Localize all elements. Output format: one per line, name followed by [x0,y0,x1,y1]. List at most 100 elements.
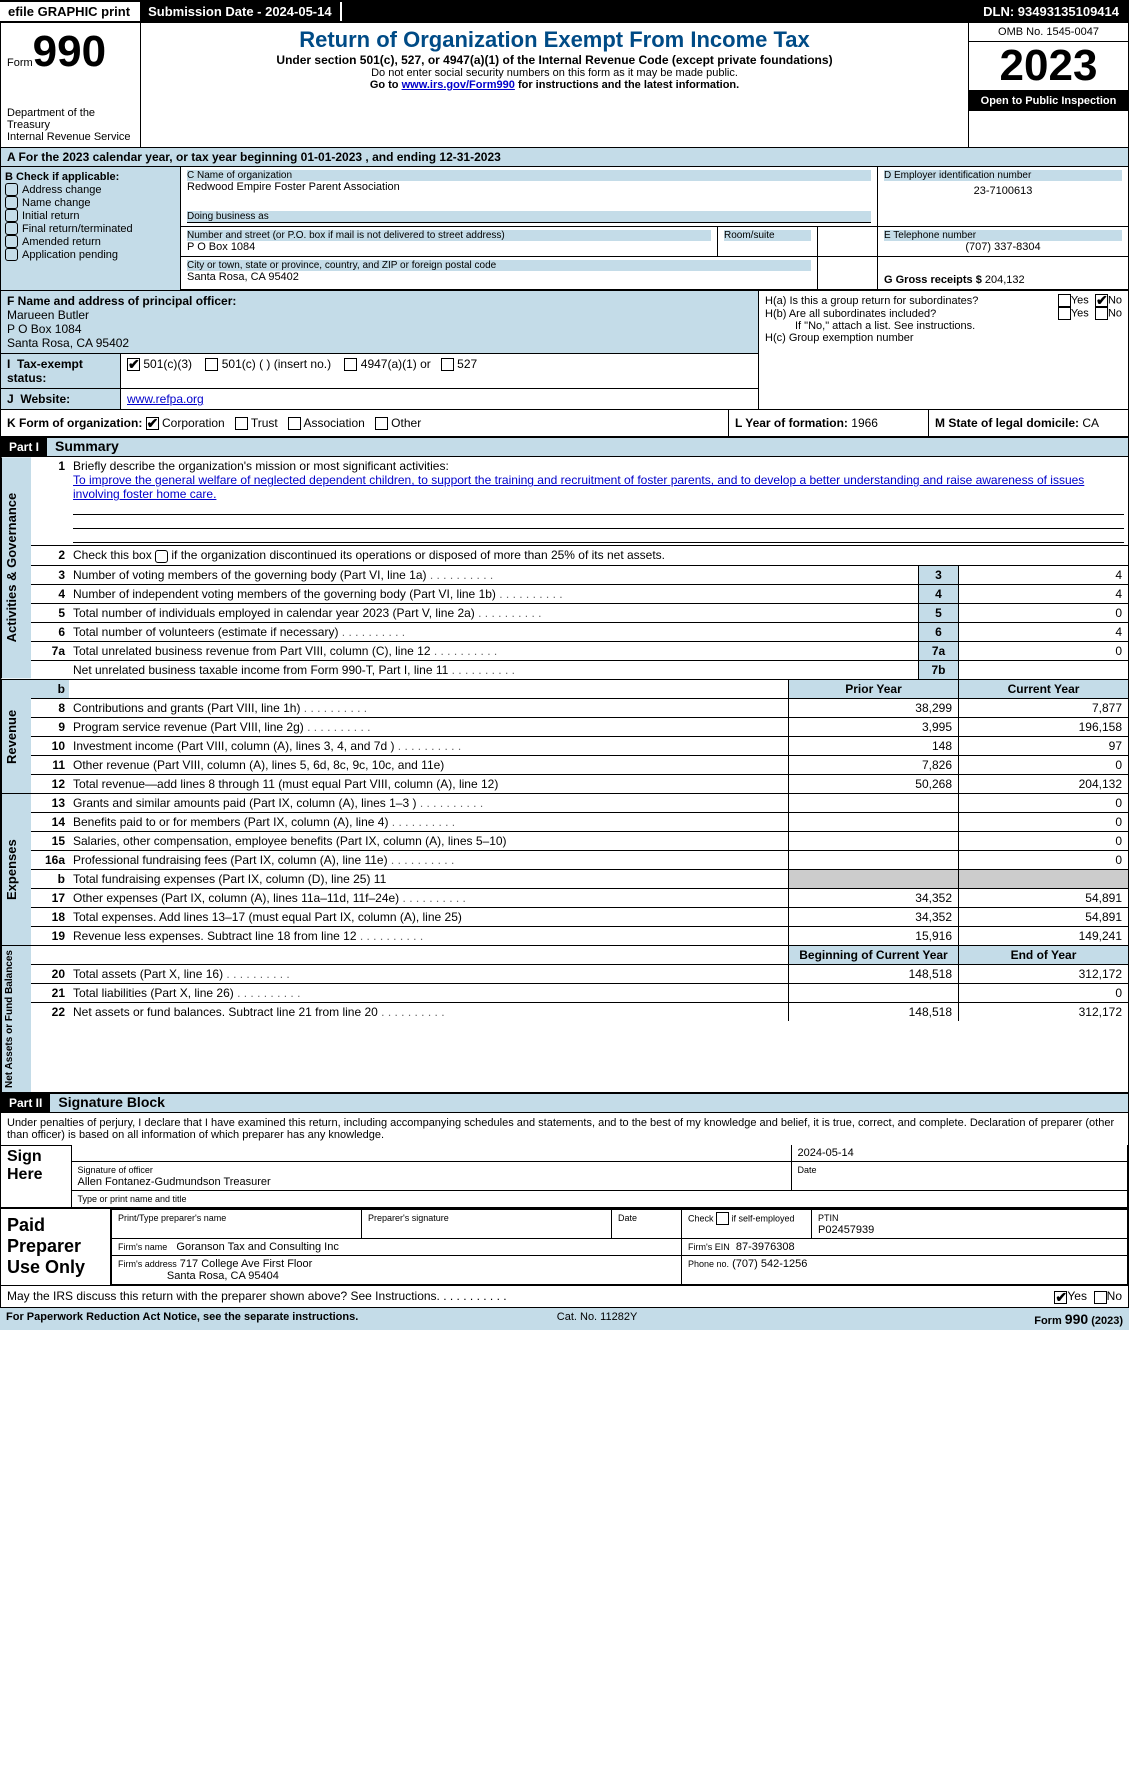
line8-label: Contributions and grants (Part VIII, lin… [73,701,300,715]
p9: 3,995 [788,718,958,736]
p12: 50,268 [788,775,958,793]
prep-name-label: Print/Type preparer's name [118,1213,226,1223]
check-4947[interactable] [344,358,357,371]
year-begin: 01-01-2023 [301,150,362,164]
check-discuss-no[interactable] [1094,1291,1107,1304]
check-final[interactable] [5,222,18,235]
b20: 148,518 [788,965,958,983]
sign-here-table: Sign Here 2024-05-14 Signature of office… [1,1145,1128,1209]
check-pending[interactable] [5,248,18,261]
open-inspection: Open to Public Inspection [969,91,1128,111]
k-label: K Form of organization: [7,416,142,430]
line1-label: Briefly describe the organization's miss… [73,459,449,473]
state-domicile: CA [1082,416,1099,430]
side-governance: Activities & Governance [1,457,31,678]
check-hb-no[interactable] [1095,307,1108,320]
val-7a: 0 [958,642,1128,660]
m-label: M State of legal domicile: [935,416,1079,430]
phone: (707) 337-8304 [884,241,1122,253]
city: Santa Rosa, CA 95402 [187,271,811,283]
check-ha-yes[interactable] [1058,294,1071,307]
side-netassets: Net Assets or Fund Balances [1,946,31,1092]
check-selfemp[interactable] [716,1212,729,1225]
ptin-label: PTIN [818,1213,839,1223]
val-3: 4 [958,566,1128,584]
block-bcde: B Check if applicable: Address change Na… [1,167,1128,290]
firm-phone: (707) 542-1256 [732,1258,807,1270]
ein: 23-7100613 [884,181,1122,197]
firm-addr-label: Firm's address [118,1259,177,1269]
c10: 97 [958,737,1128,755]
irs-link[interactable]: www.irs.gov/Form990 [402,79,515,91]
b22: 148,518 [788,1003,958,1021]
c12: 204,132 [958,775,1128,793]
officer-addr1: P O Box 1084 [7,322,82,336]
ssn-warning: Do not enter social security numbers on … [145,67,964,79]
form-header: Form990 Department of the Treasury Inter… [1,23,1128,148]
c18: 54,891 [958,908,1128,926]
footer-left: For Paperwork Reduction Act Notice, see … [6,1311,358,1327]
i-label: I Tax-exempt status: [1,354,121,388]
prep-date-label: Date [618,1213,637,1223]
part1-title: Summary [47,436,127,456]
check-501c3[interactable] [127,358,140,371]
p10: 148 [788,737,958,755]
line19-label: Revenue less expenses. Subtract line 18 … [73,929,357,943]
check-assoc[interactable] [288,417,301,430]
top-bar: efile GRAPHIC print Submission Date - 20… [0,0,1129,22]
form-number: 990 [33,27,106,76]
check-initial[interactable] [5,209,18,222]
f-label: F Name and address of principal officer: [7,294,236,308]
check-name[interactable] [5,196,18,209]
c13: 0 [958,794,1128,812]
p16b [788,870,958,888]
check-ha-no[interactable] [1095,294,1108,307]
p11: 7,826 [788,756,958,774]
officer-sig-name: Allen Fontanez-Gudmundson Treasurer [78,1176,271,1188]
officer-addr2: Santa Rosa, CA 95402 [7,336,129,350]
org-name: Redwood Empire Foster Parent Association [187,181,871,193]
website-link[interactable]: www.refpa.org [127,392,204,406]
paid-preparer: Paid Preparer Use Only Print/Type prepar… [1,1208,1128,1285]
firm-phone-label: Phone no. [688,1259,729,1269]
check-hb-yes[interactable] [1058,307,1071,320]
mission-text[interactable]: To improve the general welfare of neglec… [73,473,1084,501]
check-address[interactable] [5,183,18,196]
hb-label: H(b) Are all subordinates included? [765,308,1058,320]
line16a-label: Professional fundraising fees (Part IX, … [73,853,388,867]
gross-receipts: 204,132 [985,274,1025,286]
check-527[interactable] [441,358,454,371]
check-discuss-yes[interactable] [1054,1291,1067,1304]
dept-2: Internal Revenue Service [7,131,134,143]
check-other[interactable] [375,417,388,430]
room-label: Room/suite [724,230,811,241]
check-trust[interactable] [235,417,248,430]
e21: 0 [958,984,1128,1002]
c16a: 0 [958,851,1128,869]
line18-label: Total expenses. Add lines 13–17 (must eq… [73,910,462,924]
submission-date: Submission Date - 2024-05-14 [140,2,342,21]
check-amended[interactable] [5,235,18,248]
side-expenses: Expenses [1,794,31,945]
c17: 54,891 [958,889,1128,907]
line6-label: Total number of volunteers (estimate if … [73,625,338,639]
b21 [788,984,958,1002]
p16a [788,851,958,869]
val-5: 0 [958,604,1128,622]
p17: 34,352 [788,889,958,907]
name-title-label: Type or print name and title [78,1194,187,1204]
check-corp[interactable] [146,417,159,430]
val-4: 4 [958,585,1128,603]
hc-label: H(c) Group exemption number [765,332,1122,344]
perjury-declaration: Under penalties of perjury, I declare th… [1,1113,1128,1145]
check-line2[interactable] [155,550,168,563]
line11-label: Other revenue (Part VIII, column (A), li… [73,758,444,772]
check-501c[interactable] [205,358,218,371]
part2-title: Signature Block [50,1092,173,1112]
hdr-end: End of Year [958,946,1128,964]
firm-ein-label: Firm's EIN [688,1242,730,1252]
firm-addr1: 717 College Ave First Floor [180,1258,312,1270]
firm-label: Firm's name [118,1242,167,1252]
p18: 34,352 [788,908,958,926]
efile-label: efile GRAPHIC print [0,2,140,21]
